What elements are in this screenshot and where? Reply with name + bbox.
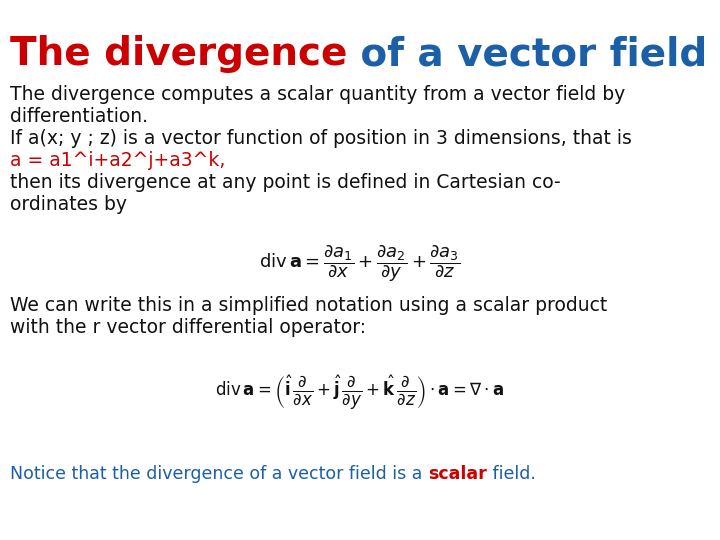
Text: of a vector field: of a vector field (347, 35, 708, 73)
Text: $\mathrm{div}\,\mathbf{a} = \left(\hat{\mathbf{i}}\,\dfrac{\partial}{\partial x}: $\mathrm{div}\,\mathbf{a} = \left(\hat{\… (215, 373, 505, 411)
Text: field.: field. (487, 465, 536, 483)
Text: The divergence: The divergence (10, 35, 347, 73)
Text: with the r vector differential operator:: with the r vector differential operator: (10, 318, 366, 337)
Text: differentiation.: differentiation. (10, 107, 148, 126)
Text: a = a1^i+a2^j+a3^k,: a = a1^i+a2^j+a3^k, (10, 151, 225, 170)
Text: If a(x; y ; z) is a vector function of position in 3 dimensions, that is: If a(x; y ; z) is a vector function of p… (10, 129, 632, 148)
Text: Notice that the divergence of a vector field is a: Notice that the divergence of a vector f… (10, 465, 428, 483)
Text: then its divergence at any point is defined in Cartesian co-: then its divergence at any point is defi… (10, 173, 561, 192)
Text: We can write this in a simplified notation using a scalar product: We can write this in a simplified notati… (10, 296, 607, 315)
Text: scalar: scalar (428, 465, 487, 483)
Text: ordinates by: ordinates by (10, 195, 127, 214)
Text: $\mathrm{div}\,\mathbf{a} = \dfrac{\partial a_1}{\partial x} + \dfrac{\partial a: $\mathrm{div}\,\mathbf{a} = \dfrac{\part… (259, 244, 461, 284)
Text: The divergence computes a scalar quantity from a vector field by: The divergence computes a scalar quantit… (10, 85, 625, 104)
